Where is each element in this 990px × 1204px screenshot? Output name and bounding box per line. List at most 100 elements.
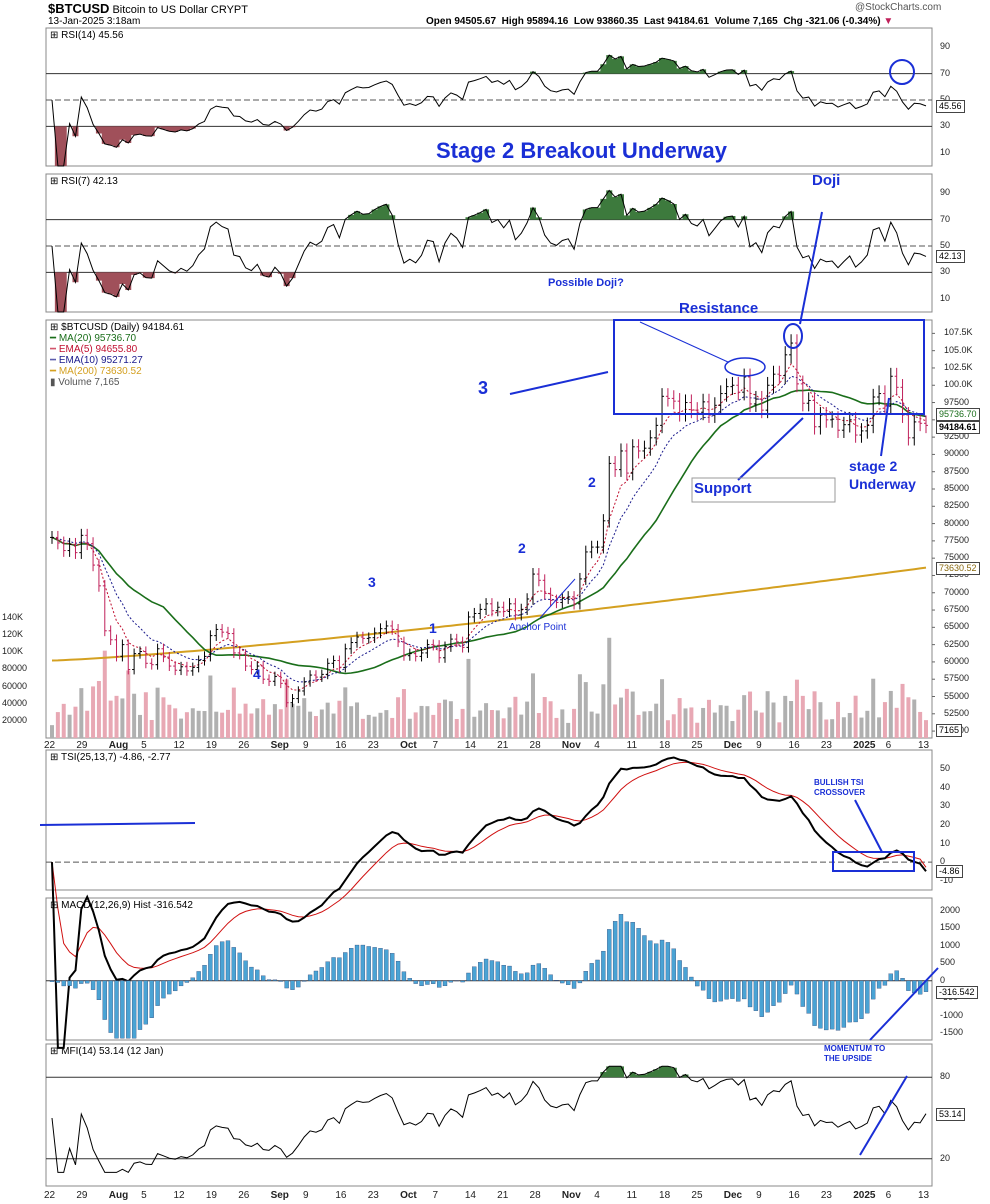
tsi-tick-label: 40 xyxy=(940,781,951,792)
macd-hist-bar xyxy=(806,980,811,1014)
volume-bar xyxy=(554,717,559,738)
legend-volume-text: Volume 7,165 xyxy=(58,377,120,388)
x-label: 19 xyxy=(205,740,217,751)
volume-bar xyxy=(706,699,711,738)
volume-bar xyxy=(695,722,700,738)
volume-bar xyxy=(718,705,723,738)
volume-bar xyxy=(437,702,442,738)
volume-bar xyxy=(812,691,817,738)
annotation-possible-doji: Possible Doji? xyxy=(548,277,624,289)
volume-bar xyxy=(443,699,448,738)
volume-bar xyxy=(683,708,688,738)
volume-bar xyxy=(548,701,553,738)
x-label: Oct xyxy=(400,740,417,751)
volume-bar xyxy=(255,708,260,738)
macd-hist-bar xyxy=(73,980,78,989)
rsi7-label-text: RSI(7) 42.13 xyxy=(61,176,118,187)
price-tick-label: 52500 xyxy=(944,707,970,718)
macd-hist-bar xyxy=(841,980,847,1028)
x-label: 18 xyxy=(659,1190,671,1201)
macd-hist-bar xyxy=(524,972,530,981)
tsi-tick-label: 20 xyxy=(940,819,951,829)
macd-hist-bar xyxy=(131,980,137,1039)
legend-ema5: ┅ EMA(5) 94655.80 xyxy=(50,344,138,355)
macd-hist-bar xyxy=(255,969,260,981)
macd-hist-bar xyxy=(566,980,571,985)
volume-bar xyxy=(478,710,483,738)
panel-frame-1 xyxy=(45,173,933,313)
macd-hist-bar xyxy=(243,960,248,981)
macd-hist-bar xyxy=(266,979,272,981)
volume-bar xyxy=(325,702,330,738)
volume-bar xyxy=(261,699,266,738)
macd-hist-bar xyxy=(237,952,242,981)
macd-hist-bar xyxy=(501,965,506,981)
mfi-line xyxy=(51,1065,927,1174)
resistance-pointer xyxy=(639,321,729,363)
macd-hist-bar xyxy=(278,980,283,982)
volume-bar xyxy=(67,714,72,738)
volume-bar xyxy=(155,687,160,738)
ma200-line xyxy=(51,566,927,662)
volume-bar xyxy=(355,702,360,738)
volume-bar xyxy=(173,708,178,738)
macd-hist-bar xyxy=(442,980,448,987)
volume-bar xyxy=(401,689,406,738)
volume-bar xyxy=(513,696,518,738)
macd-hist-bar xyxy=(114,980,119,1039)
macd-hist-bar xyxy=(677,960,682,981)
volume-bar xyxy=(900,683,905,738)
macd-hist-bar xyxy=(85,980,90,984)
rsi7-oversold-fill xyxy=(54,272,296,312)
volume-bar xyxy=(331,713,336,738)
annotation-wave-3-large: 3 xyxy=(478,378,489,398)
x-label: 9 xyxy=(756,1190,762,1201)
volume-bar xyxy=(360,718,365,738)
macd-hist-bar xyxy=(419,980,424,987)
macd-hist-bar xyxy=(624,921,629,981)
volume-bar xyxy=(202,711,207,738)
watermark: @StockCharts.com xyxy=(855,2,942,13)
tsi-label-text: TSI(25,13,7) -4.86, -2.77 xyxy=(61,752,171,763)
x-label: 6 xyxy=(885,740,892,751)
volume-tick-label: 20000 xyxy=(2,714,28,725)
macd-hist-bar xyxy=(747,980,753,1008)
x-label: 16 xyxy=(788,740,800,751)
macd-hist-bar xyxy=(214,945,219,981)
macd-hist-bar xyxy=(642,935,647,981)
macd-hist-bar xyxy=(583,971,588,981)
macd-hist-bar xyxy=(102,980,107,1020)
rsi7-label: ⊞ RSI(7) 42.13 xyxy=(50,176,118,187)
x-label: 9 xyxy=(756,740,762,751)
price-tick-label: 75000 xyxy=(944,552,970,563)
volume-bar xyxy=(748,691,753,738)
macd-hist-bar xyxy=(272,979,278,981)
price-tick-label: 80000 xyxy=(944,517,970,528)
price-tick-label: 90000 xyxy=(944,448,970,459)
volume-bar xyxy=(343,687,348,738)
legend-ma200-text: MA(200) 73630.52 xyxy=(58,366,142,377)
annotation-wave-2-lower: 2 xyxy=(518,540,526,556)
macd-hist-bar xyxy=(384,949,389,981)
macd-hist-bar xyxy=(360,944,366,981)
volume-bar xyxy=(636,714,641,738)
volume-bar xyxy=(888,690,893,738)
annotation-momentum-b: THE UPSIDE xyxy=(824,1054,873,1063)
macd-hist-bar xyxy=(777,980,782,1003)
price-label: ⊞ $BTCUSD (Daily) 94184.61 xyxy=(50,322,184,333)
macd-hist-bar xyxy=(79,980,84,984)
macd-hist-bar xyxy=(859,980,864,1019)
macd-hist-bar xyxy=(835,980,841,1031)
legend-volume: ▮ Volume 7,165 xyxy=(50,377,120,388)
stage2-pointer xyxy=(880,397,890,457)
ma20-line xyxy=(51,389,927,675)
header-ohlc: Open 94505.67 High 95894.16 Low 93860.35… xyxy=(426,16,893,27)
volume-bar xyxy=(730,721,735,738)
macd-hist-bar xyxy=(155,980,160,1006)
x-label: Sep xyxy=(270,740,289,751)
x-label: 25 xyxy=(691,740,703,751)
volume-bar xyxy=(460,708,465,738)
macd-hist-bar xyxy=(436,980,442,988)
mfi-label: ⊞ MFI(14) 53.14 (12 Jan) xyxy=(50,1046,163,1057)
